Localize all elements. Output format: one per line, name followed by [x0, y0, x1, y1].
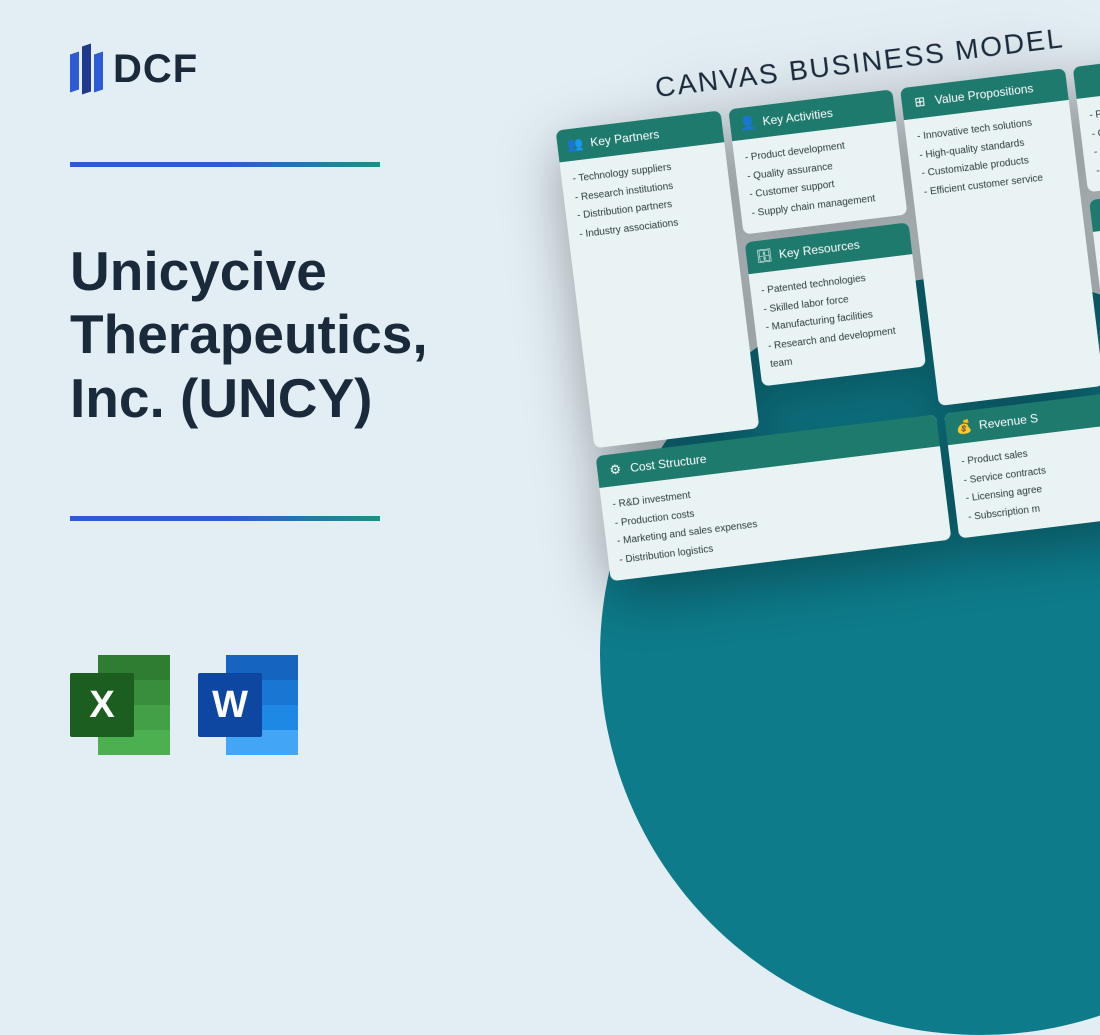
- cost-icon: ⚙: [606, 461, 624, 479]
- card-title: Revenue S: [978, 411, 1039, 432]
- logo-text: DCF: [113, 47, 198, 92]
- card-title: Value Propositions: [934, 81, 1034, 107]
- card-body: Product development Quality assurance Cu…: [732, 121, 908, 234]
- card-title: Key Activities: [762, 106, 834, 129]
- card-body: Innovative tech solutions High-quality s…: [904, 100, 1080, 213]
- logo-icon: [70, 45, 103, 93]
- card-title: Key Partners: [589, 127, 660, 149]
- divider-bottom: [70, 516, 380, 521]
- file-type-icons: X W: [70, 655, 298, 755]
- divider-top: [70, 162, 380, 167]
- card-revenue: 💰Revenue S Product sales Service contrac…: [944, 381, 1100, 539]
- activities-icon: 👤: [739, 114, 757, 132]
- canvas-business-model: CANVAS BUSINESS MODEL 👥Key Partners Tech…: [550, 9, 1100, 581]
- card-title: Key Resources: [778, 238, 860, 262]
- card-key-resources: 🗄 Key Resources Patented technologies Ski…: [744, 222, 926, 386]
- card-key-activities: 👤 Key Activities Product development Qual…: [728, 89, 908, 234]
- word-icon: W: [198, 655, 298, 755]
- card-body: Technology suppliers Research institutio…: [560, 142, 736, 255]
- card-title: Cost Structure: [629, 452, 707, 475]
- partial-icon: [1083, 72, 1100, 90]
- card-key-partners: 👥Key Partners Technology suppliers Resea…: [556, 110, 759, 448]
- logo: DCF: [70, 45, 198, 93]
- card-body: Personaliz Customer Loyalty p Dedica: [1076, 87, 1100, 192]
- partners-icon: 👥: [567, 135, 585, 153]
- excel-icon: X: [70, 655, 170, 755]
- revenue-icon: 💰: [955, 418, 973, 436]
- value-icon: ⊞: [911, 93, 929, 111]
- page-title: UnicyciveTherapeutics,Inc. (UNCY): [70, 240, 428, 430]
- card-value-propositions: ⊞ Value Propositions Innovative tech solu…: [900, 68, 1100, 406]
- resources-icon: 🗄: [755, 247, 773, 265]
- card-body: Patented technologies Skilled labor forc…: [748, 254, 926, 386]
